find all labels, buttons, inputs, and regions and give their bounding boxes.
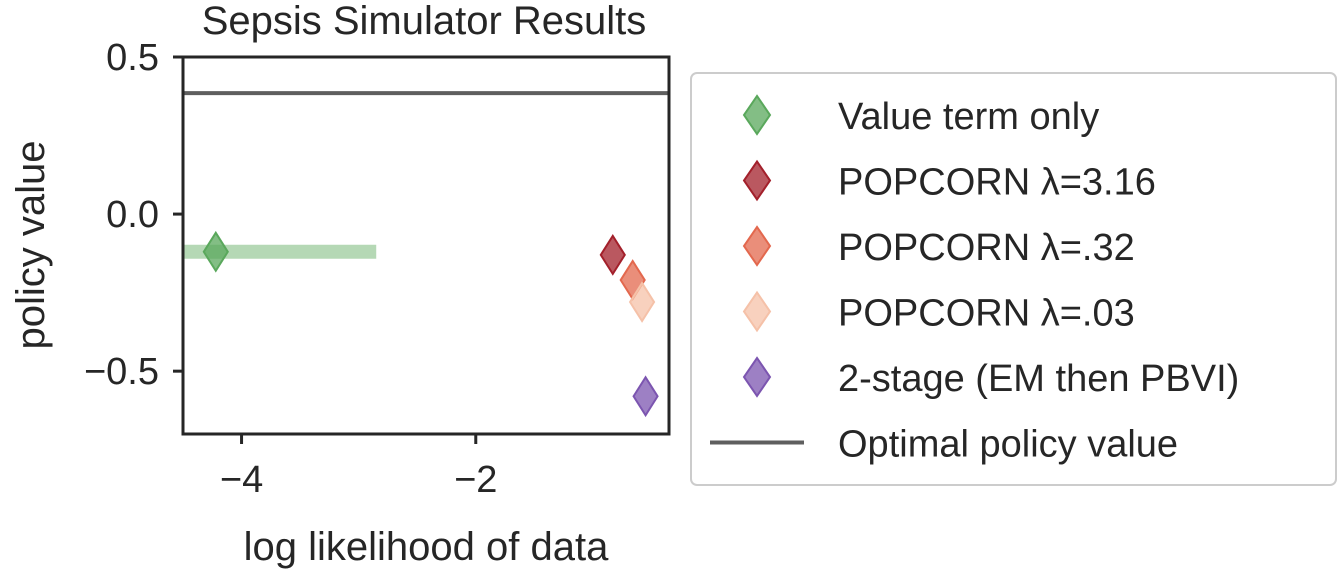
x-axis-label: log likelihood of data bbox=[244, 525, 609, 569]
data-point-4-0 bbox=[632, 375, 659, 418]
y-tick-label-2: −0.5 bbox=[84, 351, 159, 393]
y-tick-label-1: 0.0 bbox=[106, 194, 159, 236]
ticks-layer: −4 −2 0.5 0.0 −0.5 bbox=[84, 37, 497, 501]
legend-items: Value term only POPCORN λ=3.16 POPCORN λ=.… bbox=[710, 94, 1239, 466]
legend-marker-1 bbox=[742, 159, 772, 202]
chart-title: Sepsis Simulator Results bbox=[202, 0, 647, 43]
legend-marker-3 bbox=[742, 290, 772, 333]
plot-layer bbox=[183, 91, 669, 418]
data-point-1-0 bbox=[599, 234, 626, 276]
legend-marker-2 bbox=[742, 225, 772, 267]
x-tick-label-0: −4 bbox=[220, 459, 263, 501]
x-tick-label-1: −2 bbox=[454, 459, 497, 501]
legend-label-0: Value term only bbox=[838, 96, 1099, 138]
legend: Value term only POPCORN λ=3.16 POPCORN λ=.… bbox=[690, 72, 1337, 486]
data-point-3-0 bbox=[628, 281, 656, 323]
legend-label-4: 2-stage (EM then PBVI) bbox=[838, 358, 1239, 400]
legend-marker-0 bbox=[742, 94, 772, 136]
legend-label-2: POPCORN λ=.32 bbox=[838, 227, 1135, 269]
data-point-0-0 bbox=[202, 230, 229, 273]
legend-label-5: Optimal policy value bbox=[838, 424, 1178, 466]
plot-frame bbox=[181, 55, 671, 436]
legend-label-3: POPCORN λ=.03 bbox=[838, 293, 1135, 335]
legend-box bbox=[690, 72, 1337, 486]
y-tick-label-0: 0.5 bbox=[106, 37, 159, 79]
y-axis-label: policy value bbox=[9, 140, 53, 349]
legend-label-1: POPCORN λ=3.16 bbox=[838, 162, 1156, 204]
legend-marker-4 bbox=[742, 356, 772, 398]
